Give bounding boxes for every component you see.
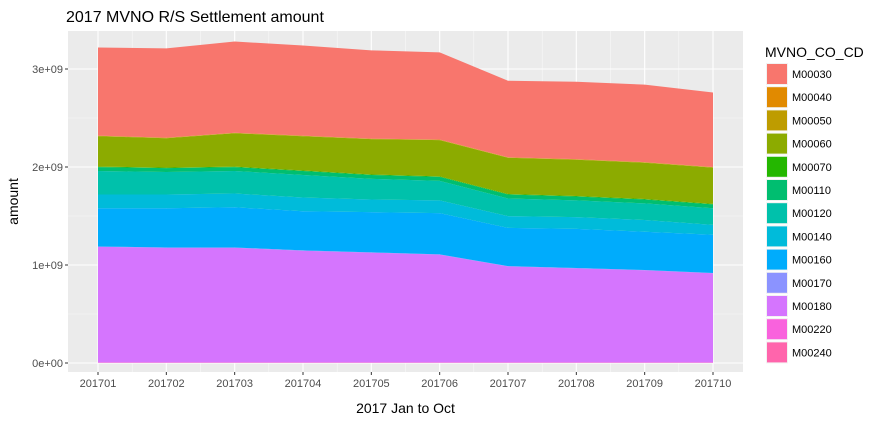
legend-label: M00240 [792,347,832,359]
legend-title: MVNO_CO_CD [765,44,864,60]
area-series-M00160 [98,207,713,273]
legend-label: M00070 [792,162,832,174]
x-tick-label: 201704 [285,378,322,390]
legend-item: M00120 [766,202,832,225]
legend-swatch [767,87,787,108]
legend-label: M00180 [792,301,832,313]
legend-item: M00220 [766,318,832,341]
legend-label: M00110 [792,185,831,197]
plot-panel [68,31,743,372]
legend-swatch [767,180,787,200]
legend-label: M00050 [792,115,832,127]
legend-item: M00140 [766,225,832,248]
legend-swatch [767,249,787,270]
x-tick-label: 201708 [558,378,595,390]
legend-swatch [767,133,787,154]
legend-label: M00170 [792,278,832,290]
area-series-M00030 [98,41,713,168]
area-series-group [98,41,713,363]
x-tick-label: 201701 [80,378,117,390]
legend-swatch [767,203,787,224]
legend-item: M00030 [766,63,832,85]
legend-item: M00050 [766,109,832,132]
legend-swatch [767,342,787,363]
legend-swatch [767,319,787,340]
x-tick-label: 201707 [490,378,527,390]
legend-item: M00160 [766,248,832,271]
legend: MVNO_CO_CD M00030 M00040 M00050 M00060 M0007… [765,44,864,364]
x-tick-label: 201703 [216,378,253,390]
legend-items: M00030 M00040 M00050 M00060 M00070 M00110 M001… [766,63,832,364]
x-tick-label: 201709 [626,378,663,390]
legend-label: M00140 [792,231,832,243]
y-tick-label: 0e+00 [32,358,63,370]
legend-label: M00220 [792,324,832,336]
legend-item: M00040 [766,86,832,109]
legend-swatch [767,110,787,131]
x-tick-label: 201710 [695,378,732,390]
legend-item: M00070 [766,155,832,178]
legend-label: M00060 [792,139,832,151]
area-series-M00110 [98,167,713,209]
legend-item: M00240 [766,341,832,364]
legend-swatch [767,226,787,247]
legend-item: M00110 [766,179,831,201]
legend-item: M00170 [766,271,832,294]
legend-swatch [767,64,787,84]
legend-item: M00180 [766,295,832,317]
legend-swatch [767,272,787,293]
area-series-M00120 [98,171,713,225]
area-series-M00170 [98,246,713,274]
legend-label: M00040 [792,92,832,104]
area-series-M00140 [98,193,713,235]
legend-item: M00060 [766,132,832,155]
y-tick-label: 2e+09 [32,162,63,174]
area-series-M00060 [98,133,713,204]
x-tick-label: 201706 [421,378,458,390]
legend-label: M00160 [792,255,832,267]
y-axis: 0e+00 1e+09 2e+09 3e+09 [32,64,68,370]
x-axis: 201701 201702 201703 201704 201705 201706 2017… [80,372,732,390]
y-axis-title: amount [5,178,21,225]
y-tick-label: 3e+09 [32,64,63,76]
x-tick-label: 201702 [148,378,185,390]
legend-swatch [767,156,787,177]
x-tick-label: 201705 [353,378,390,390]
legend-swatch [767,296,787,316]
area-series-M00180 [98,246,713,363]
x-axis-title: 2017 Jan to Oct [356,400,455,416]
legend-label: M00030 [792,69,832,81]
legend-label: M00120 [792,208,832,220]
chart-title: 2017 MVNO R/S Settlement amount [66,9,324,26]
y-tick-label: 1e+09 [32,260,63,272]
